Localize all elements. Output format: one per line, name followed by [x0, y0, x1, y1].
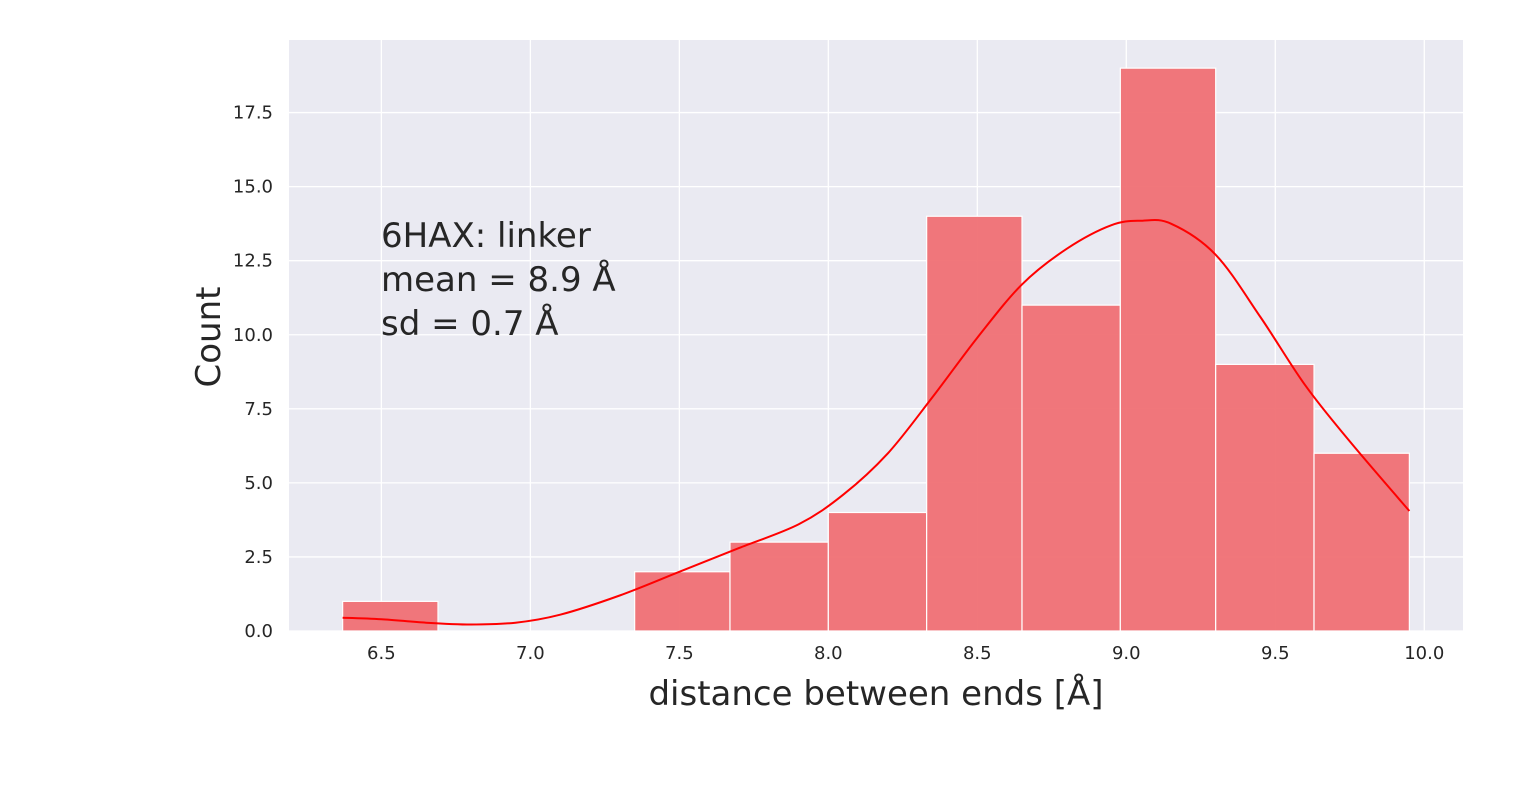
- x-axis-label: distance between ends [Å]: [648, 673, 1103, 714]
- x-tick-label: 6.5: [367, 643, 396, 664]
- histogram-bar: [1215, 363, 1315, 632]
- y-axis-label: Count: [189, 287, 229, 388]
- x-tick-labels: 6.5 7.0 7.5 8.0 8.5 9.0 9.5 10.0: [367, 643, 1444, 664]
- annotation-sd: sd = 0.7 Å: [381, 303, 559, 344]
- y-tick-label: 17.5: [233, 103, 273, 124]
- histogram-bar: [1119, 67, 1217, 632]
- histogram-bar: [1313, 452, 1410, 632]
- histogram-bar: [729, 541, 829, 632]
- y-tick-label: 15.0: [233, 177, 273, 198]
- x-tick-label: 7.0: [516, 643, 545, 664]
- x-tick-label: 10.0: [1404, 643, 1444, 664]
- histogram-bars: [342, 67, 1410, 632]
- y-tick-label: 5.0: [244, 473, 273, 494]
- histogram-bar: [926, 215, 1023, 632]
- annotation-mean: mean = 8.9 Å: [381, 259, 616, 300]
- x-tick-label: 8.5: [963, 643, 992, 664]
- stats-annotation: 6HAX: linker mean = 8.9 Å sd = 0.7 Å: [381, 216, 616, 344]
- annotation-title: 6HAX: linker: [381, 216, 591, 256]
- kde-curve: [342, 218, 1411, 626]
- y-tick-label: 7.5: [244, 399, 273, 420]
- x-tick-label: 9.0: [1112, 643, 1141, 664]
- histogram-bar: [634, 571, 731, 632]
- histogram-bar: [827, 511, 928, 632]
- y-tick-label: 0.0: [244, 621, 273, 642]
- histogram-bar: [342, 600, 439, 632]
- y-tick-label: 12.5: [233, 251, 273, 272]
- y-tick-label: 2.5: [244, 547, 273, 568]
- x-tick-label: 9.5: [1261, 643, 1290, 664]
- x-tick-label: 7.5: [665, 643, 694, 664]
- y-tick-label: 10.0: [233, 325, 273, 346]
- x-tick-label: 8.0: [814, 643, 843, 664]
- histogram-bar: [1021, 304, 1121, 632]
- y-tick-labels: 0.0 2.5 5.0 7.5 10.0 12.5 15.0 17.5: [233, 103, 273, 642]
